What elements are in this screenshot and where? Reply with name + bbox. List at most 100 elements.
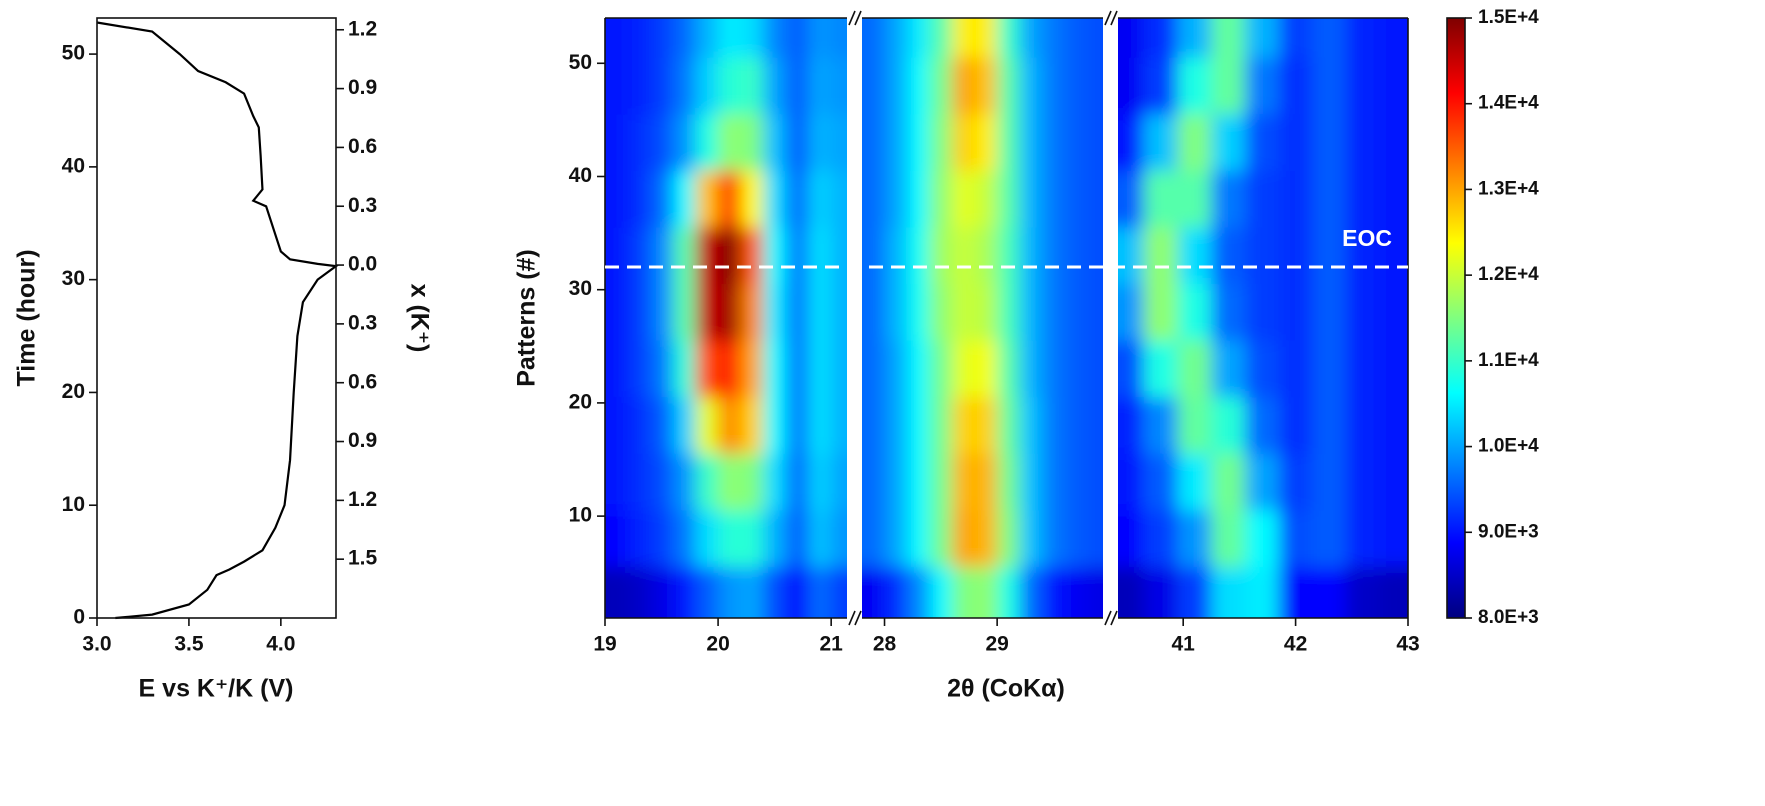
heatmap-cell: [974, 567, 998, 618]
heatmap-cell: [884, 397, 908, 455]
x-tick-label: 19: [593, 633, 616, 656]
heatmap-cell: [605, 567, 629, 618]
heatmap-cell: [929, 284, 953, 342]
y-tick-label: 20: [569, 390, 592, 413]
heatmap-cell: [884, 510, 908, 568]
colorbar-tick-label: 1.0E+4: [1478, 436, 1539, 457]
heatmap-cell: [718, 227, 742, 285]
heatmap-cell: [831, 227, 847, 285]
heatmap-cell: [952, 114, 976, 172]
heatmap-cell: [929, 567, 953, 618]
heatmap-cell: [1211, 114, 1246, 172]
heatmap-cell: [1143, 284, 1179, 342]
heatmap-cell: [1143, 340, 1179, 398]
heatmap-cell: [740, 397, 764, 455]
heatmap-cell: [1042, 114, 1066, 172]
heatmap-cell: [740, 340, 764, 398]
heatmap-panel: [1118, 18, 1408, 618]
heatmap-cell: [785, 453, 810, 511]
heatmap-cell: [1245, 567, 1280, 618]
heatmap-cell: [952, 567, 976, 618]
heatmap-cell: [831, 567, 847, 618]
heatmap-cell: [718, 453, 742, 511]
heatmap-cell: [1211, 340, 1246, 398]
heatmap-cell: [650, 567, 674, 618]
heatmap-cell: [763, 227, 787, 285]
heatmap-cell: [884, 567, 908, 618]
heatmap-cell: [763, 453, 787, 511]
heatmap-cell: [1245, 340, 1280, 398]
heatmap-cell: [952, 510, 976, 568]
heatmap-cell: [1379, 453, 1408, 511]
heatmap-cell: [808, 567, 832, 618]
heatmap-cell: [997, 114, 1021, 172]
y-tick-label: 10: [62, 493, 85, 516]
y-axis-title: Patterns (#): [513, 249, 541, 387]
heatmap-cell: [1118, 340, 1145, 398]
heatmap-cell: [1211, 397, 1246, 455]
heatmap-cell: [1211, 284, 1246, 342]
heatmap-cell: [1379, 18, 1408, 59]
heatmap-cell: [1042, 397, 1066, 455]
heatmap-cell: [997, 18, 1021, 59]
axis-break: [1104, 610, 1112, 626]
heatmap-cell: [695, 170, 719, 228]
heatmap-cell: [1379, 227, 1408, 285]
x-tick-label: 42: [1284, 633, 1307, 656]
heatmap-cell: [831, 340, 847, 398]
heatmap-cell: [974, 397, 998, 455]
heatmap-cell: [672, 18, 696, 59]
heatmap-cell: [763, 340, 787, 398]
heatmap-cell: [785, 227, 810, 285]
heatmap-cell: [1379, 170, 1408, 228]
heatmap-cell: [808, 510, 832, 568]
x-tick-label: 3.0: [82, 633, 111, 656]
heatmap-cell: [1177, 227, 1212, 285]
heatmap-cell: [605, 227, 629, 285]
heatmap-cell: [997, 340, 1021, 398]
y-axis-title: Time (hour): [13, 249, 41, 386]
y2-tick-label: 1.2: [348, 17, 377, 40]
heatmap-cell: [1019, 453, 1043, 511]
heatmap-cell: [884, 340, 908, 398]
heatmap-cell: [1177, 284, 1212, 342]
heatmap-cell: [1379, 57, 1408, 115]
heatmap-cell: [627, 284, 651, 342]
colorbar-tick-label: 1.2E+4: [1478, 264, 1539, 285]
heatmap-cell: [1278, 18, 1313, 59]
heatmap-cell: [1211, 57, 1246, 115]
heatmap-cell: [1312, 510, 1347, 568]
heatmap-cell: [862, 18, 886, 59]
heatmap-cell: [1211, 227, 1246, 285]
heatmap-cell: [1346, 170, 1381, 228]
heatmap-cell: [884, 170, 908, 228]
heatmap-cell: [740, 284, 764, 342]
heatmap-cell: [831, 453, 847, 511]
heatmap-cell: [1177, 510, 1212, 568]
heatmap-cell: [862, 510, 886, 568]
x-tick-label: 3.5: [174, 633, 204, 656]
heatmap-cell: [1019, 114, 1043, 172]
heatmap-cell: [740, 567, 764, 618]
heatmap-cell: [952, 57, 976, 115]
heatmap-cell: [862, 567, 886, 618]
y-tick-label: 30: [62, 267, 85, 290]
heatmap-cell: [1312, 284, 1347, 342]
heatmap-cell: [997, 57, 1021, 115]
heatmap-cell: [907, 510, 931, 568]
heatmap-cell: [1064, 567, 1088, 618]
heatmap-cell: [1177, 567, 1212, 618]
heatmap-cell: [808, 397, 832, 455]
heatmap-cell: [1245, 227, 1280, 285]
heatmap-cell: [1245, 18, 1280, 59]
heatmap-cell: [605, 284, 629, 342]
heatmap-cell: [1087, 340, 1103, 398]
heatmap-cell: [1143, 397, 1179, 455]
heatmap-cell: [1118, 397, 1145, 455]
heatmap-cell: [907, 227, 931, 285]
colorbar-tick-label: 1.3E+4: [1478, 178, 1539, 199]
heatmap-cell: [1245, 57, 1280, 115]
heatmap-cell: [862, 397, 886, 455]
heatmap-cell: [1177, 114, 1212, 172]
